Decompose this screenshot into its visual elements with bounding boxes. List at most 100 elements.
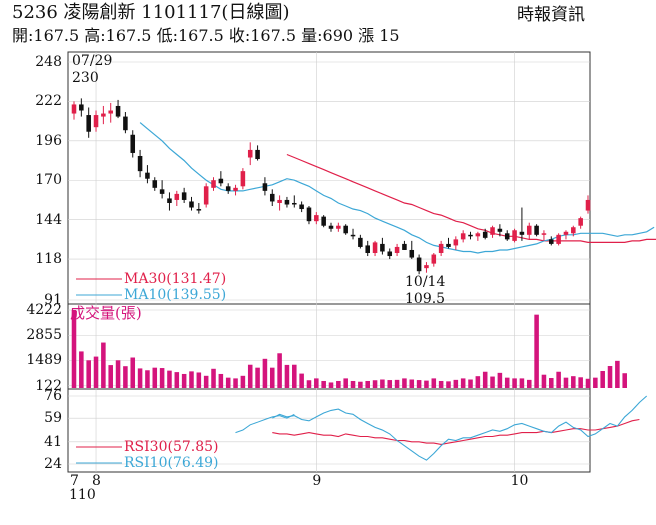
chart-title: 5236 凌陽創新 1101117(日線圖) xyxy=(12,2,290,23)
volume-bar xyxy=(108,365,113,388)
volume-bar xyxy=(159,368,165,388)
volume-bar xyxy=(277,353,282,388)
volume-bar xyxy=(101,342,106,388)
candle-body xyxy=(534,225,539,235)
candle-body xyxy=(416,257,422,272)
volume-bar xyxy=(71,310,77,388)
candle-body xyxy=(519,231,525,235)
volume-bar xyxy=(174,372,180,388)
volume-bar xyxy=(350,380,356,388)
volume-bar xyxy=(446,381,451,388)
volume-bar xyxy=(490,376,495,388)
volume-bar xyxy=(299,373,304,388)
volume-bar xyxy=(512,378,517,388)
volume-bar xyxy=(93,356,99,388)
candle-body xyxy=(453,239,459,246)
volume-tick-label: 1489 xyxy=(26,352,62,369)
candle-body xyxy=(225,186,231,191)
candle-body xyxy=(152,180,158,188)
price-tick-label: 222 xyxy=(35,93,62,110)
volume-bar xyxy=(358,381,363,388)
rsi-tick-label: 24 xyxy=(44,456,62,472)
legend-rsi30: RSI30(57.85) xyxy=(124,439,219,455)
legend-ma30: MA30(131.47) xyxy=(124,271,227,287)
legend-rsi10: RSI10(76.49) xyxy=(124,455,219,471)
volume-bar xyxy=(585,378,591,388)
volume-bar xyxy=(130,357,136,388)
volume-bar xyxy=(365,380,370,388)
x-tick-label: 8 xyxy=(92,473,101,489)
candle-body xyxy=(556,234,561,244)
candle-body xyxy=(394,246,400,254)
candle-body xyxy=(159,189,165,194)
volume-bar xyxy=(292,364,297,388)
legend-ma10: MA10(139.55) xyxy=(124,287,227,303)
volume-bar xyxy=(615,360,620,388)
volume-bar xyxy=(416,380,422,388)
candle-body xyxy=(247,149,253,158)
volume-bar xyxy=(438,380,444,388)
candle-body xyxy=(181,192,187,200)
volume-tick-label: 2855 xyxy=(26,327,62,344)
candle-body xyxy=(233,187,238,191)
candle-body xyxy=(585,199,591,211)
volume-bar xyxy=(203,375,209,388)
volume-bar xyxy=(233,378,238,388)
candle-body xyxy=(196,209,202,211)
volume-bar xyxy=(519,378,525,388)
candle-body xyxy=(365,245,370,254)
price-tick-label: 144 xyxy=(35,211,62,228)
candle-body xyxy=(387,251,393,257)
volume-bar xyxy=(262,358,268,388)
candle-body xyxy=(482,231,488,238)
candle-body xyxy=(71,104,77,114)
volume-bar xyxy=(86,360,91,388)
high-value-annotation: 230 xyxy=(72,70,99,86)
price-tick-label: 91 xyxy=(44,292,62,308)
low-value-annotation: 109.5 xyxy=(405,291,446,307)
candle-body xyxy=(284,199,290,205)
volume-bar xyxy=(115,360,121,388)
candle-body xyxy=(460,233,466,240)
volume-bar xyxy=(181,373,187,388)
candle-body xyxy=(189,201,194,208)
volume-tick-label: 122 xyxy=(35,377,62,394)
price-tick-label: 170 xyxy=(35,172,62,189)
candle-body xyxy=(137,155,143,172)
candle-body xyxy=(269,193,275,202)
volume-tick-label: 4222 xyxy=(26,302,62,318)
volume-bar xyxy=(409,379,415,388)
volume-bar xyxy=(167,370,172,388)
volume-bar xyxy=(247,364,253,388)
candle-body xyxy=(93,115,99,128)
candle-body xyxy=(115,105,121,117)
candle-body xyxy=(123,116,128,131)
volume-bar xyxy=(145,370,150,388)
source-label: 時報資訊 xyxy=(517,5,585,25)
high-date-annotation: 07/29 xyxy=(72,53,113,69)
volume-bar xyxy=(284,364,290,388)
volume-bar xyxy=(600,371,605,388)
volume-bar xyxy=(431,378,437,388)
candle-body xyxy=(328,225,334,229)
rsi-tick-label: 59 xyxy=(44,410,62,427)
volume-bar xyxy=(571,376,576,388)
volume-bar xyxy=(460,378,466,388)
ma30-line xyxy=(286,153,656,243)
candle-body xyxy=(321,216,326,226)
volume-bar xyxy=(578,377,583,388)
candle-body xyxy=(218,178,224,184)
volume-bar xyxy=(402,378,407,388)
candle-body xyxy=(424,265,429,269)
candle-body xyxy=(277,199,282,203)
volume-bar xyxy=(504,377,510,388)
candle-body xyxy=(211,180,216,188)
candle-body xyxy=(468,234,473,237)
volume-bar xyxy=(534,314,539,388)
price-tick-label: 118 xyxy=(35,251,62,268)
volume-bar xyxy=(468,379,473,388)
volume-bar xyxy=(453,379,459,388)
candle-body xyxy=(203,186,209,205)
